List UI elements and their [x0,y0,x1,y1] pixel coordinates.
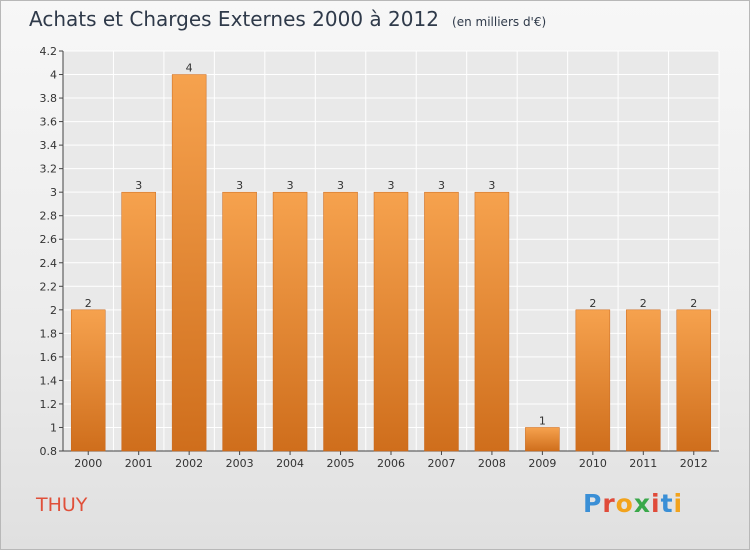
x-tick-label: 2002 [175,457,203,470]
y-tick-label: 2.6 [40,233,58,246]
x-tick-label: 2006 [377,457,405,470]
data-label: 3 [287,179,294,192]
logo-letter: i [651,489,661,518]
data-label: 2 [589,297,596,310]
y-tick-label: 2 [50,304,57,317]
labels: 0.8 1 1.2 1.4 1.6 1.8 2 2.2 2.4 2.6 2.8 3 3.2 3.4 3.6 3… [40,45,708,470]
chart-title: Achats et Charges Externes 2000 à 2012 [29,7,439,31]
y-tick-label: 3.4 [40,139,58,152]
data-label: 2 [690,297,697,310]
commune-name: THUY [36,494,88,516]
y-tick-label: 3.2 [40,163,58,176]
x-tick-label: 2008 [478,457,506,470]
y-tick-label: 3.6 [40,116,58,129]
x-tick-label: 2001 [125,457,153,470]
x-tick-label: 2009 [528,457,556,470]
data-label: 1 [539,414,546,427]
y-tick-label: 2.2 [40,280,58,293]
x-tick-label: 2012 [680,457,708,470]
bar [70,309,106,452]
y-tick-label: 1 [50,421,57,434]
data-label: 3 [337,179,344,192]
x-tick-label: 2010 [579,457,607,470]
y-tick-label: 1.4 [40,374,58,387]
bar [525,427,560,452]
data-label: 3 [236,179,243,192]
data-label: 4 [186,62,193,75]
logo-letter: i [673,489,684,518]
x-tick-label: 2007 [427,457,455,470]
x-tick-label: 2004 [276,457,304,470]
y-tick-label: 1.2 [40,398,58,411]
logo-letter: P [583,489,603,518]
bar [222,191,257,452]
data-label: 3 [438,179,445,192]
x-tick-label: 2000 [74,457,102,470]
y-tick-label: 2.8 [40,210,58,223]
data-label: 2 [85,297,92,310]
bar [121,191,156,452]
x-tick-label: 2005 [327,457,355,470]
y-tick-label: 2.4 [40,257,58,270]
x-tick-label: 2011 [629,457,657,470]
title-row: Achats et Charges Externes 2000 à 2012 (… [29,7,546,31]
bar [474,191,510,452]
bar [171,74,207,452]
y-tick-label: 0.8 [40,445,58,458]
bar [626,309,661,452]
data-label: 3 [488,179,495,192]
y-tick-label: 1.6 [40,351,58,364]
proxiti-logo: Proxiti [583,489,683,518]
y-tick-label: 4 [50,69,57,82]
y-tick-label: 3 [50,186,57,199]
bar [373,191,409,452]
bars [70,74,712,452]
y-tick-label: 3.8 [40,92,58,105]
chart-subtitle: (en milliers d'€) [452,15,547,29]
logo-letter: x [633,489,651,518]
bar [575,309,611,452]
logo-letter: o [615,489,634,518]
data-label: 2 [640,297,647,310]
bar [323,191,358,452]
data-label: 3 [135,179,142,192]
logo-letter: r [602,489,616,518]
x-tick-label: 2003 [226,457,254,470]
bar [272,191,308,452]
bar [676,309,712,452]
logo-letter: t [660,489,674,518]
bar [424,191,459,452]
data-label: 3 [388,179,395,192]
y-tick-label: 4.2 [40,45,58,58]
y-tick-label: 1.8 [40,327,58,340]
